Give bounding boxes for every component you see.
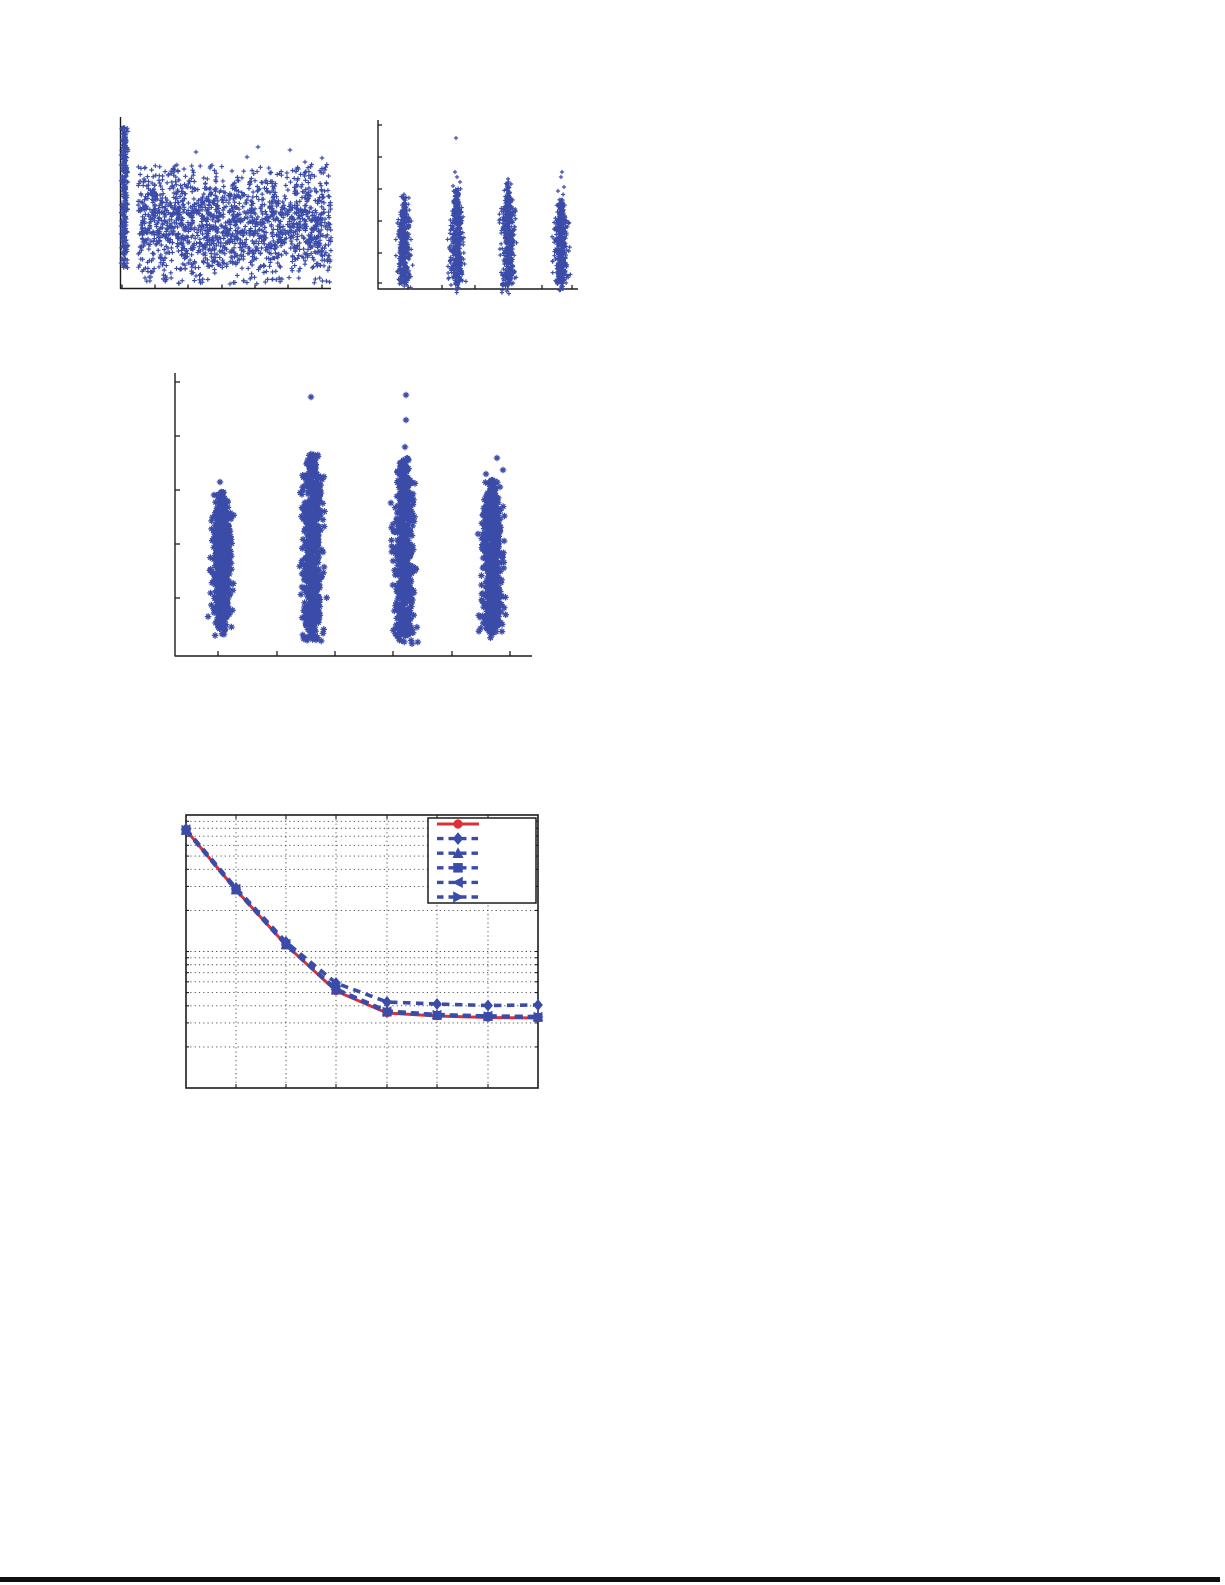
page-footer-rule bbox=[0, 1577, 1220, 1582]
scatter-plot-top-right bbox=[377, 120, 578, 296]
scatter-plot-top-left bbox=[118, 117, 334, 290]
scatter-plot-middle bbox=[174, 373, 532, 657]
line-plot-bottom bbox=[180, 814, 544, 1089]
